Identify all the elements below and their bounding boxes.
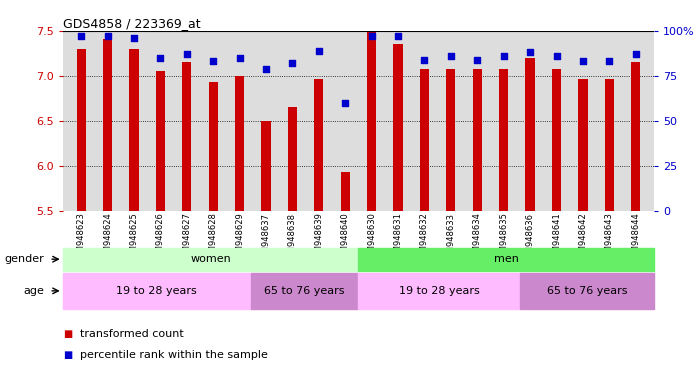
Bar <box>473 69 482 211</box>
Bar <box>358 273 520 309</box>
Bar <box>182 62 191 211</box>
Bar <box>209 82 218 211</box>
Text: GDS4858 / 223369_at: GDS4858 / 223369_at <box>63 17 200 30</box>
Point <box>128 35 139 41</box>
Text: gender: gender <box>4 254 44 264</box>
Bar <box>525 58 535 211</box>
Bar <box>262 121 271 211</box>
Point <box>287 60 298 66</box>
Bar <box>77 49 86 211</box>
Bar <box>63 273 251 309</box>
Bar <box>340 172 350 211</box>
Text: transformed count: transformed count <box>80 329 184 339</box>
Bar <box>103 39 112 211</box>
Text: women: women <box>190 254 231 264</box>
Bar <box>63 248 358 271</box>
Bar <box>358 248 654 271</box>
Text: age: age <box>23 286 44 296</box>
Text: ■: ■ <box>63 329 72 339</box>
Point <box>630 51 641 57</box>
Text: ■: ■ <box>63 350 72 360</box>
Point <box>551 53 562 59</box>
Point <box>102 33 113 39</box>
Point <box>393 33 404 39</box>
Point <box>155 55 166 61</box>
Point <box>445 53 457 59</box>
Point <box>419 56 430 63</box>
Text: percentile rank within the sample: percentile rank within the sample <box>80 350 268 360</box>
Point <box>207 58 219 65</box>
Bar <box>129 49 139 211</box>
Point <box>498 53 509 59</box>
Bar <box>235 76 244 211</box>
Point <box>260 66 271 72</box>
Point <box>76 33 87 39</box>
Point <box>603 58 615 65</box>
Bar <box>605 79 614 211</box>
Bar <box>251 273 358 309</box>
Bar <box>520 273 654 309</box>
Bar <box>367 31 377 211</box>
Point <box>234 55 245 61</box>
Text: 65 to 76 years: 65 to 76 years <box>264 286 345 296</box>
Bar <box>631 62 640 211</box>
Point <box>472 56 483 63</box>
Bar <box>314 79 324 211</box>
Text: 19 to 28 years: 19 to 28 years <box>116 286 197 296</box>
Point <box>313 48 324 54</box>
Bar <box>552 69 561 211</box>
Bar <box>393 44 403 211</box>
Point <box>525 49 536 55</box>
Text: 19 to 28 years: 19 to 28 years <box>399 286 480 296</box>
Bar <box>287 108 297 211</box>
Bar <box>420 69 429 211</box>
Bar <box>499 69 508 211</box>
Text: 65 to 76 years: 65 to 76 years <box>547 286 627 296</box>
Bar <box>446 69 455 211</box>
Point <box>578 58 589 65</box>
Point <box>181 51 192 57</box>
Bar <box>578 79 587 211</box>
Point <box>340 100 351 106</box>
Point <box>366 33 377 39</box>
Text: men: men <box>494 254 519 264</box>
Bar <box>156 71 165 211</box>
